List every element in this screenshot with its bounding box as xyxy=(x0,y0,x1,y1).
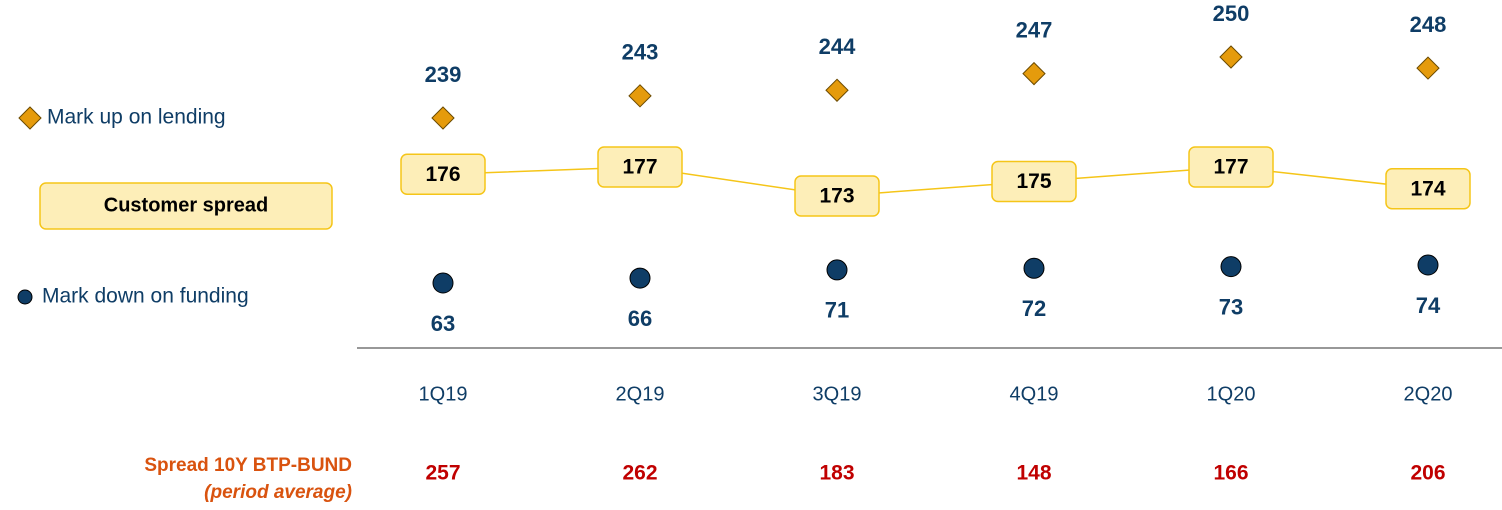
footer-subtitle: (period average) xyxy=(204,482,352,503)
value-label: 248 xyxy=(1410,12,1447,37)
marker xyxy=(826,259,848,281)
footer-title: Spread 10Y BTP-BUND xyxy=(144,455,352,476)
value-label: 247 xyxy=(1016,17,1053,42)
legend-marker xyxy=(18,106,42,130)
value-label: 74 xyxy=(1416,293,1441,318)
legend-marker xyxy=(17,289,33,305)
value-label: 175 xyxy=(1016,170,1051,193)
value-label: 73 xyxy=(1219,294,1243,319)
value-label: 243 xyxy=(622,40,659,65)
x-tick-label: 4Q19 xyxy=(1010,383,1059,405)
value-label: 250 xyxy=(1213,1,1250,26)
value-label: 72 xyxy=(1022,296,1046,321)
marker xyxy=(629,267,651,289)
marker xyxy=(628,84,652,108)
marker xyxy=(1416,56,1440,80)
footer-value: 166 xyxy=(1213,462,1248,485)
marker xyxy=(432,272,454,294)
x-tick-label: 2Q20 xyxy=(1404,383,1453,405)
legend-label: Customer spread xyxy=(104,194,269,216)
x-tick-label: 1Q19 xyxy=(419,383,468,405)
footer-value: 262 xyxy=(622,462,657,485)
x-tick-label: 3Q19 xyxy=(813,383,862,405)
value-label: 71 xyxy=(825,298,849,323)
marker xyxy=(1219,45,1243,69)
marker xyxy=(1220,256,1242,278)
marker xyxy=(1023,257,1045,279)
value-label: 177 xyxy=(1213,156,1248,179)
spread-box xyxy=(400,153,486,195)
value-label: 173 xyxy=(819,185,854,208)
spread-box xyxy=(991,160,1077,203)
value-label: 176 xyxy=(425,163,460,186)
legend-label: Mark up on lending xyxy=(47,106,226,129)
x-tick-label: 2Q19 xyxy=(616,383,665,405)
legend-label: Mark down on funding xyxy=(42,285,249,308)
value-label: 177 xyxy=(622,156,657,179)
spread-box xyxy=(794,175,880,217)
marker xyxy=(825,78,849,102)
spread-box xyxy=(597,146,683,188)
value-label: 66 xyxy=(628,306,652,331)
spread-box xyxy=(1385,168,1471,210)
marker xyxy=(1417,254,1439,276)
value-label: 244 xyxy=(819,34,856,59)
footer-value: 206 xyxy=(1410,462,1445,485)
footer-value: 183 xyxy=(819,462,854,485)
value-label: 239 xyxy=(425,62,462,87)
value-label: 174 xyxy=(1410,177,1445,200)
footer-value: 148 xyxy=(1016,462,1051,485)
value-label: 63 xyxy=(431,311,455,336)
marker xyxy=(1022,61,1046,86)
series-line xyxy=(442,166,1429,197)
marker xyxy=(431,106,455,130)
legend-box xyxy=(39,182,333,230)
footer-value: 257 xyxy=(425,462,460,485)
x-tick-label: 1Q20 xyxy=(1207,383,1256,405)
spread-box xyxy=(1188,146,1274,188)
